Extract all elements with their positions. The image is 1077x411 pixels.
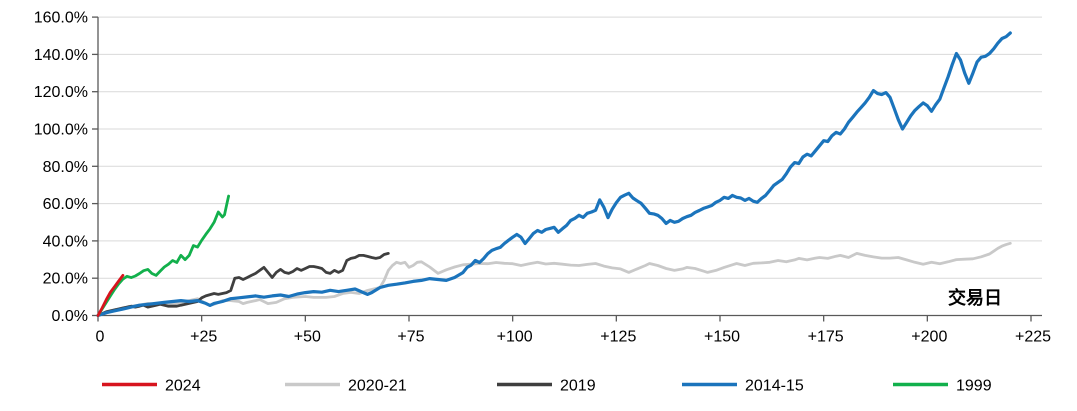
series-line-2019 [96, 251, 390, 317]
legend-item-2024: 2024 [102, 378, 201, 395]
x-tick-label: +125 [600, 329, 636, 346]
x-tick-label: +50 [294, 329, 321, 346]
legend-item-1999: 1999 [893, 378, 992, 395]
legend-item-2014-15: 2014-15 [682, 378, 804, 395]
x-axis-title: 交易日 [948, 287, 1002, 308]
legend-item-2019: 2019 [497, 378, 596, 395]
legend-label: 2020-21 [348, 378, 407, 395]
x-tick-label: +150 [704, 329, 740, 346]
y-tick-label: 120.0% [34, 84, 88, 101]
gridlines [98, 16, 1042, 279]
x-tick-label: +200 [911, 329, 947, 346]
y-tick-label: 140.0% [34, 47, 88, 64]
y-tick-label: 100.0% [34, 122, 88, 139]
y-axis: 0.0% 20.0% 40.0% 60.0% 80.0% 100.0% 120.0% 140.… [34, 10, 99, 325]
y-tick-label: 60.0% [43, 196, 88, 213]
legend-item-2020-21: 2020-21 [285, 378, 407, 395]
x-tick-label: +75 [397, 329, 424, 346]
series-line-1999 [96, 194, 231, 317]
legend-label: 2019 [560, 378, 596, 395]
y-tick-label: 160.0% [34, 10, 88, 27]
legend-label: 2024 [165, 378, 201, 395]
legend-label: 2014-15 [745, 378, 804, 395]
y-tick-label: 40.0% [43, 233, 88, 250]
x-tick-label: +175 [808, 329, 844, 346]
series-line-2014-15 [96, 31, 1012, 318]
x-axis: 0 +25 +50 +75 +100 +125 +150 +175 +200 +225 [96, 314, 1051, 346]
series-line-2024 [96, 273, 125, 317]
x-tick-label: +25 [190, 329, 217, 346]
y-tick-label: 0.0% [52, 308, 88, 325]
y-tick-label: 20.0% [43, 271, 88, 288]
series-lines [96, 31, 1012, 318]
x-tick-label: 0 [96, 329, 105, 346]
y-tick-label: 80.0% [43, 159, 88, 176]
x-tick-label: +225 [1015, 329, 1051, 346]
legend-label: 1999 [956, 378, 992, 395]
legend: 2024 2020-21 2019 2014-15 1999 [102, 378, 992, 395]
x-tick-label: +100 [497, 329, 533, 346]
series-line-2020-21 [96, 241, 1012, 317]
